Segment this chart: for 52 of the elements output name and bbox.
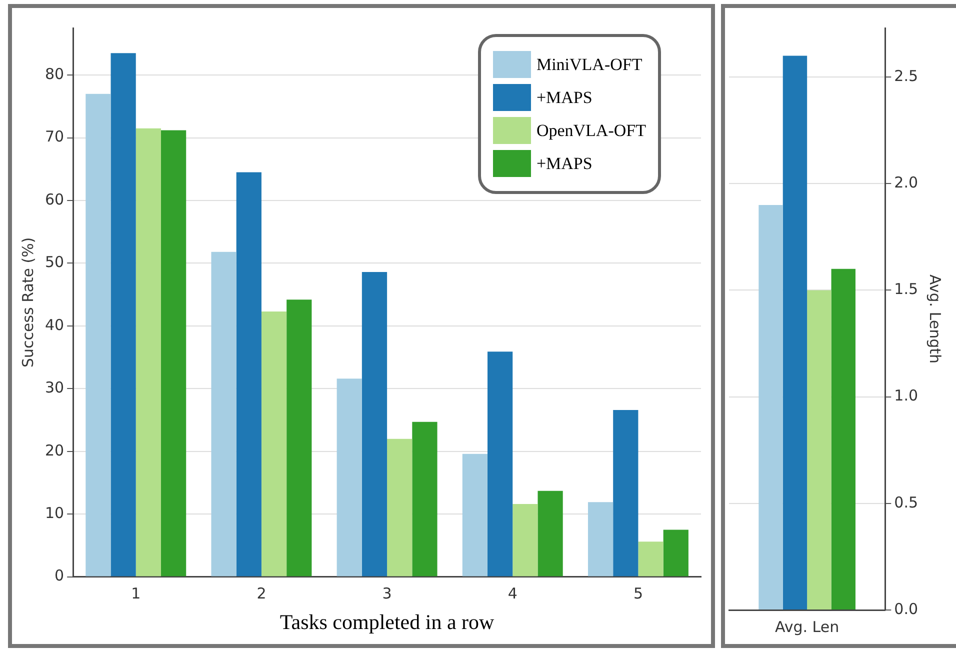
x-axis-title: Tasks completed in a row <box>280 610 496 634</box>
bar <box>831 268 856 610</box>
bar <box>286 300 312 576</box>
bar <box>110 53 136 576</box>
y-tick-label: 0 <box>54 566 64 585</box>
y-tick-label: 40 <box>44 316 64 334</box>
y-tick-label: 20 <box>44 441 64 460</box>
bar <box>663 530 688 576</box>
x-tick-label: 3 <box>382 584 392 603</box>
bar <box>160 130 186 576</box>
bar <box>387 438 412 576</box>
y-tick-label: 60 <box>44 190 64 208</box>
bar <box>86 94 111 576</box>
y2-tick-label: 0.0 <box>894 600 918 618</box>
bar <box>336 378 362 576</box>
bar <box>261 311 287 576</box>
bar <box>613 410 638 576</box>
legend-label: +MAPS <box>536 88 592 108</box>
legend-label: OpenVLA-OFT <box>536 120 646 140</box>
bar <box>211 252 236 576</box>
bar <box>462 454 488 576</box>
bar <box>136 128 161 576</box>
y2-tick-label: 1.0 <box>894 386 918 405</box>
bar <box>412 422 438 576</box>
x-tick-label: Avg. Len <box>774 618 840 636</box>
x-tick-label: 2 <box>256 584 266 603</box>
y-tick-label: 70 <box>44 128 64 146</box>
y-tick-label: 30 <box>44 378 64 397</box>
y-tick-label: 10 <box>44 504 64 522</box>
y2-tick-label: 2.5 <box>894 66 918 85</box>
y-tick-label: 50 <box>44 253 64 272</box>
x-tick-label: 1 <box>131 584 141 603</box>
y2-tick-label: 0.5 <box>894 493 918 512</box>
y2-axis-title: Avg. Length <box>926 274 944 364</box>
y2-tick-label: 1.5 <box>894 280 918 298</box>
legend-label: MiniVLA-OFT <box>536 54 642 74</box>
x-tick-label: 4 <box>508 584 518 603</box>
bar <box>782 56 808 610</box>
bar <box>758 204 783 610</box>
bar <box>236 172 262 576</box>
legend-label: +MAPS <box>536 154 592 174</box>
bar <box>362 272 388 576</box>
y2-tick-label: 2.0 <box>894 174 918 192</box>
bar <box>512 504 538 576</box>
bar <box>538 490 563 576</box>
bar <box>488 352 513 576</box>
bar <box>638 542 664 576</box>
y-tick-label: 80 <box>44 64 64 83</box>
bar <box>588 502 614 576</box>
x-tick-label: 5 <box>633 584 643 603</box>
y-axis-title: Success Rate (%) <box>18 237 37 368</box>
bar <box>807 290 832 610</box>
